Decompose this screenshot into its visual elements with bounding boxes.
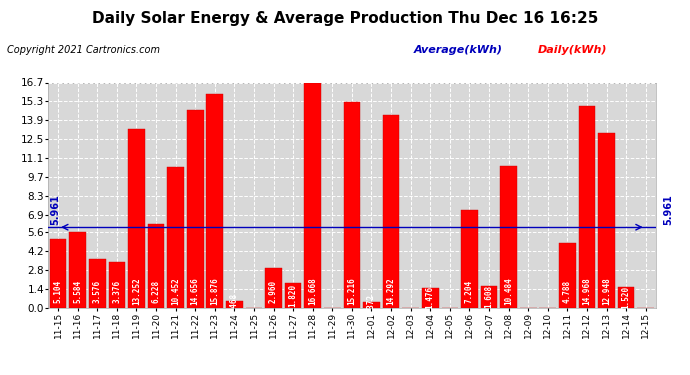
Text: 14.292: 14.292	[386, 278, 395, 305]
Text: 5.961: 5.961	[663, 194, 673, 225]
Text: 5.104: 5.104	[54, 280, 63, 303]
Bar	[481, 286, 497, 308]
Text: 1.608: 1.608	[484, 285, 493, 308]
Bar	[285, 283, 302, 308]
Bar	[50, 239, 66, 308]
Bar	[461, 210, 477, 308]
Text: 5.584: 5.584	[73, 280, 82, 303]
Bar	[618, 287, 634, 308]
Text: 14.656: 14.656	[190, 278, 199, 305]
Bar	[304, 83, 321, 308]
Text: Copyright 2021 Cartronics.com: Copyright 2021 Cartronics.com	[7, 45, 160, 55]
Text: 1.820: 1.820	[288, 284, 297, 307]
Bar	[128, 129, 145, 308]
Text: Daily(kWh): Daily(kWh)	[538, 45, 608, 55]
Bar	[500, 166, 517, 308]
Text: 3.376: 3.376	[112, 280, 121, 303]
Text: 3.576: 3.576	[92, 280, 101, 303]
Bar	[265, 268, 282, 308]
Bar	[226, 301, 243, 307]
Text: 15.216: 15.216	[347, 278, 357, 305]
Text: 13.252: 13.252	[132, 278, 141, 305]
Text: 0.468: 0.468	[230, 293, 239, 316]
Text: 10.484: 10.484	[504, 278, 513, 305]
Bar	[383, 115, 400, 308]
Bar	[598, 133, 615, 308]
Bar	[187, 110, 204, 308]
Bar	[108, 262, 125, 308]
Bar	[559, 243, 575, 308]
Text: Average(kWh): Average(kWh)	[414, 45, 503, 55]
Text: 1.520: 1.520	[622, 286, 631, 309]
Text: 16.668: 16.668	[308, 278, 317, 305]
Bar	[344, 102, 360, 308]
Bar	[579, 106, 595, 308]
Text: 10.452: 10.452	[171, 278, 180, 305]
Text: 4.788: 4.788	[563, 280, 572, 303]
Text: 12.948: 12.948	[602, 278, 611, 305]
Bar	[148, 224, 164, 308]
Text: 14.968: 14.968	[582, 278, 591, 305]
Bar	[70, 232, 86, 308]
Bar	[89, 260, 106, 308]
Text: 7.204: 7.204	[465, 280, 474, 303]
Text: 2.960: 2.960	[269, 280, 278, 303]
Text: 15.876: 15.876	[210, 278, 219, 305]
Bar	[206, 94, 223, 308]
Text: 0.372: 0.372	[367, 293, 376, 316]
Text: 6.228: 6.228	[152, 280, 161, 303]
Bar	[167, 166, 184, 308]
Text: 1.476: 1.476	[426, 286, 435, 309]
Text: Daily Solar Energy & Average Production Thu Dec 16 16:25: Daily Solar Energy & Average Production …	[92, 11, 598, 26]
Bar	[363, 303, 380, 307]
Bar	[422, 288, 439, 308]
Text: 5.961: 5.961	[50, 194, 60, 225]
